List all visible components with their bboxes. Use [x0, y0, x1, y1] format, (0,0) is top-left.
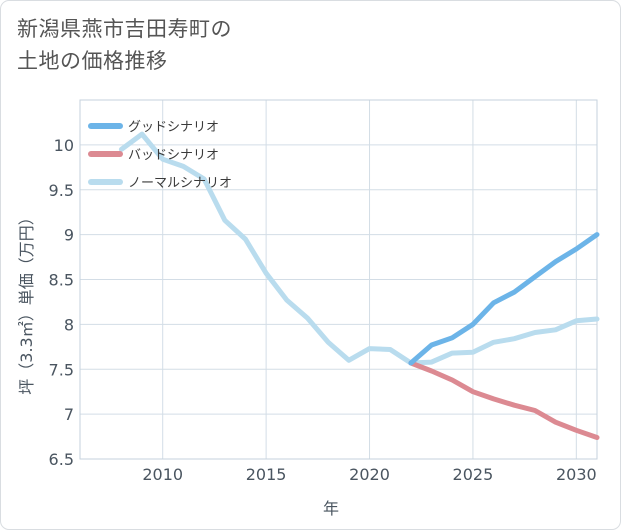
x-tick-label: 2010 — [142, 465, 183, 484]
legend-label: ノーマルシナリオ — [128, 176, 232, 191]
y-tick-label: 8.5 — [49, 271, 74, 290]
y-tick-label: 7 — [64, 405, 74, 424]
title-line-1: 新潟県燕市吉田寿町の — [17, 17, 232, 41]
y-tick-label: 10 — [54, 136, 74, 155]
x-tick-label: 2030 — [556, 465, 597, 484]
y-axis-label: 坪（3.3㎡）単価（万円） — [17, 209, 36, 394]
legend-label: グッドシナリオ — [128, 120, 219, 135]
chart-title: 新潟県燕市吉田寿町の 土地の価格推移 — [17, 14, 232, 77]
y-tick-label: 9.5 — [49, 181, 74, 200]
legend-label: バッドシナリオ — [128, 148, 219, 163]
y-tick-label: 6.5 — [49, 450, 74, 469]
x-axis-label: 年 — [323, 499, 339, 518]
y-tick-label: 7.5 — [49, 360, 74, 379]
axes: 6.5 7 7.5 8 8.5 9 9.5 10 2010 2015 2020 2025 2030 — [49, 99, 598, 484]
title-line-2: 土地の価格推移 — [17, 48, 168, 73]
plot-frame — [79, 99, 598, 460]
x-tick-label: 2020 — [349, 465, 390, 484]
y-tick-label: 9 — [64, 226, 74, 245]
series-line-3 — [118, 131, 600, 366]
series-lines — [118, 131, 600, 440]
y-tick-label: 8 — [64, 315, 74, 334]
series-line-1 — [408, 232, 600, 366]
x-tick-label: 2015 — [246, 465, 287, 484]
x-tick-label: 2025 — [453, 465, 494, 484]
series-line-2 — [408, 360, 600, 440]
